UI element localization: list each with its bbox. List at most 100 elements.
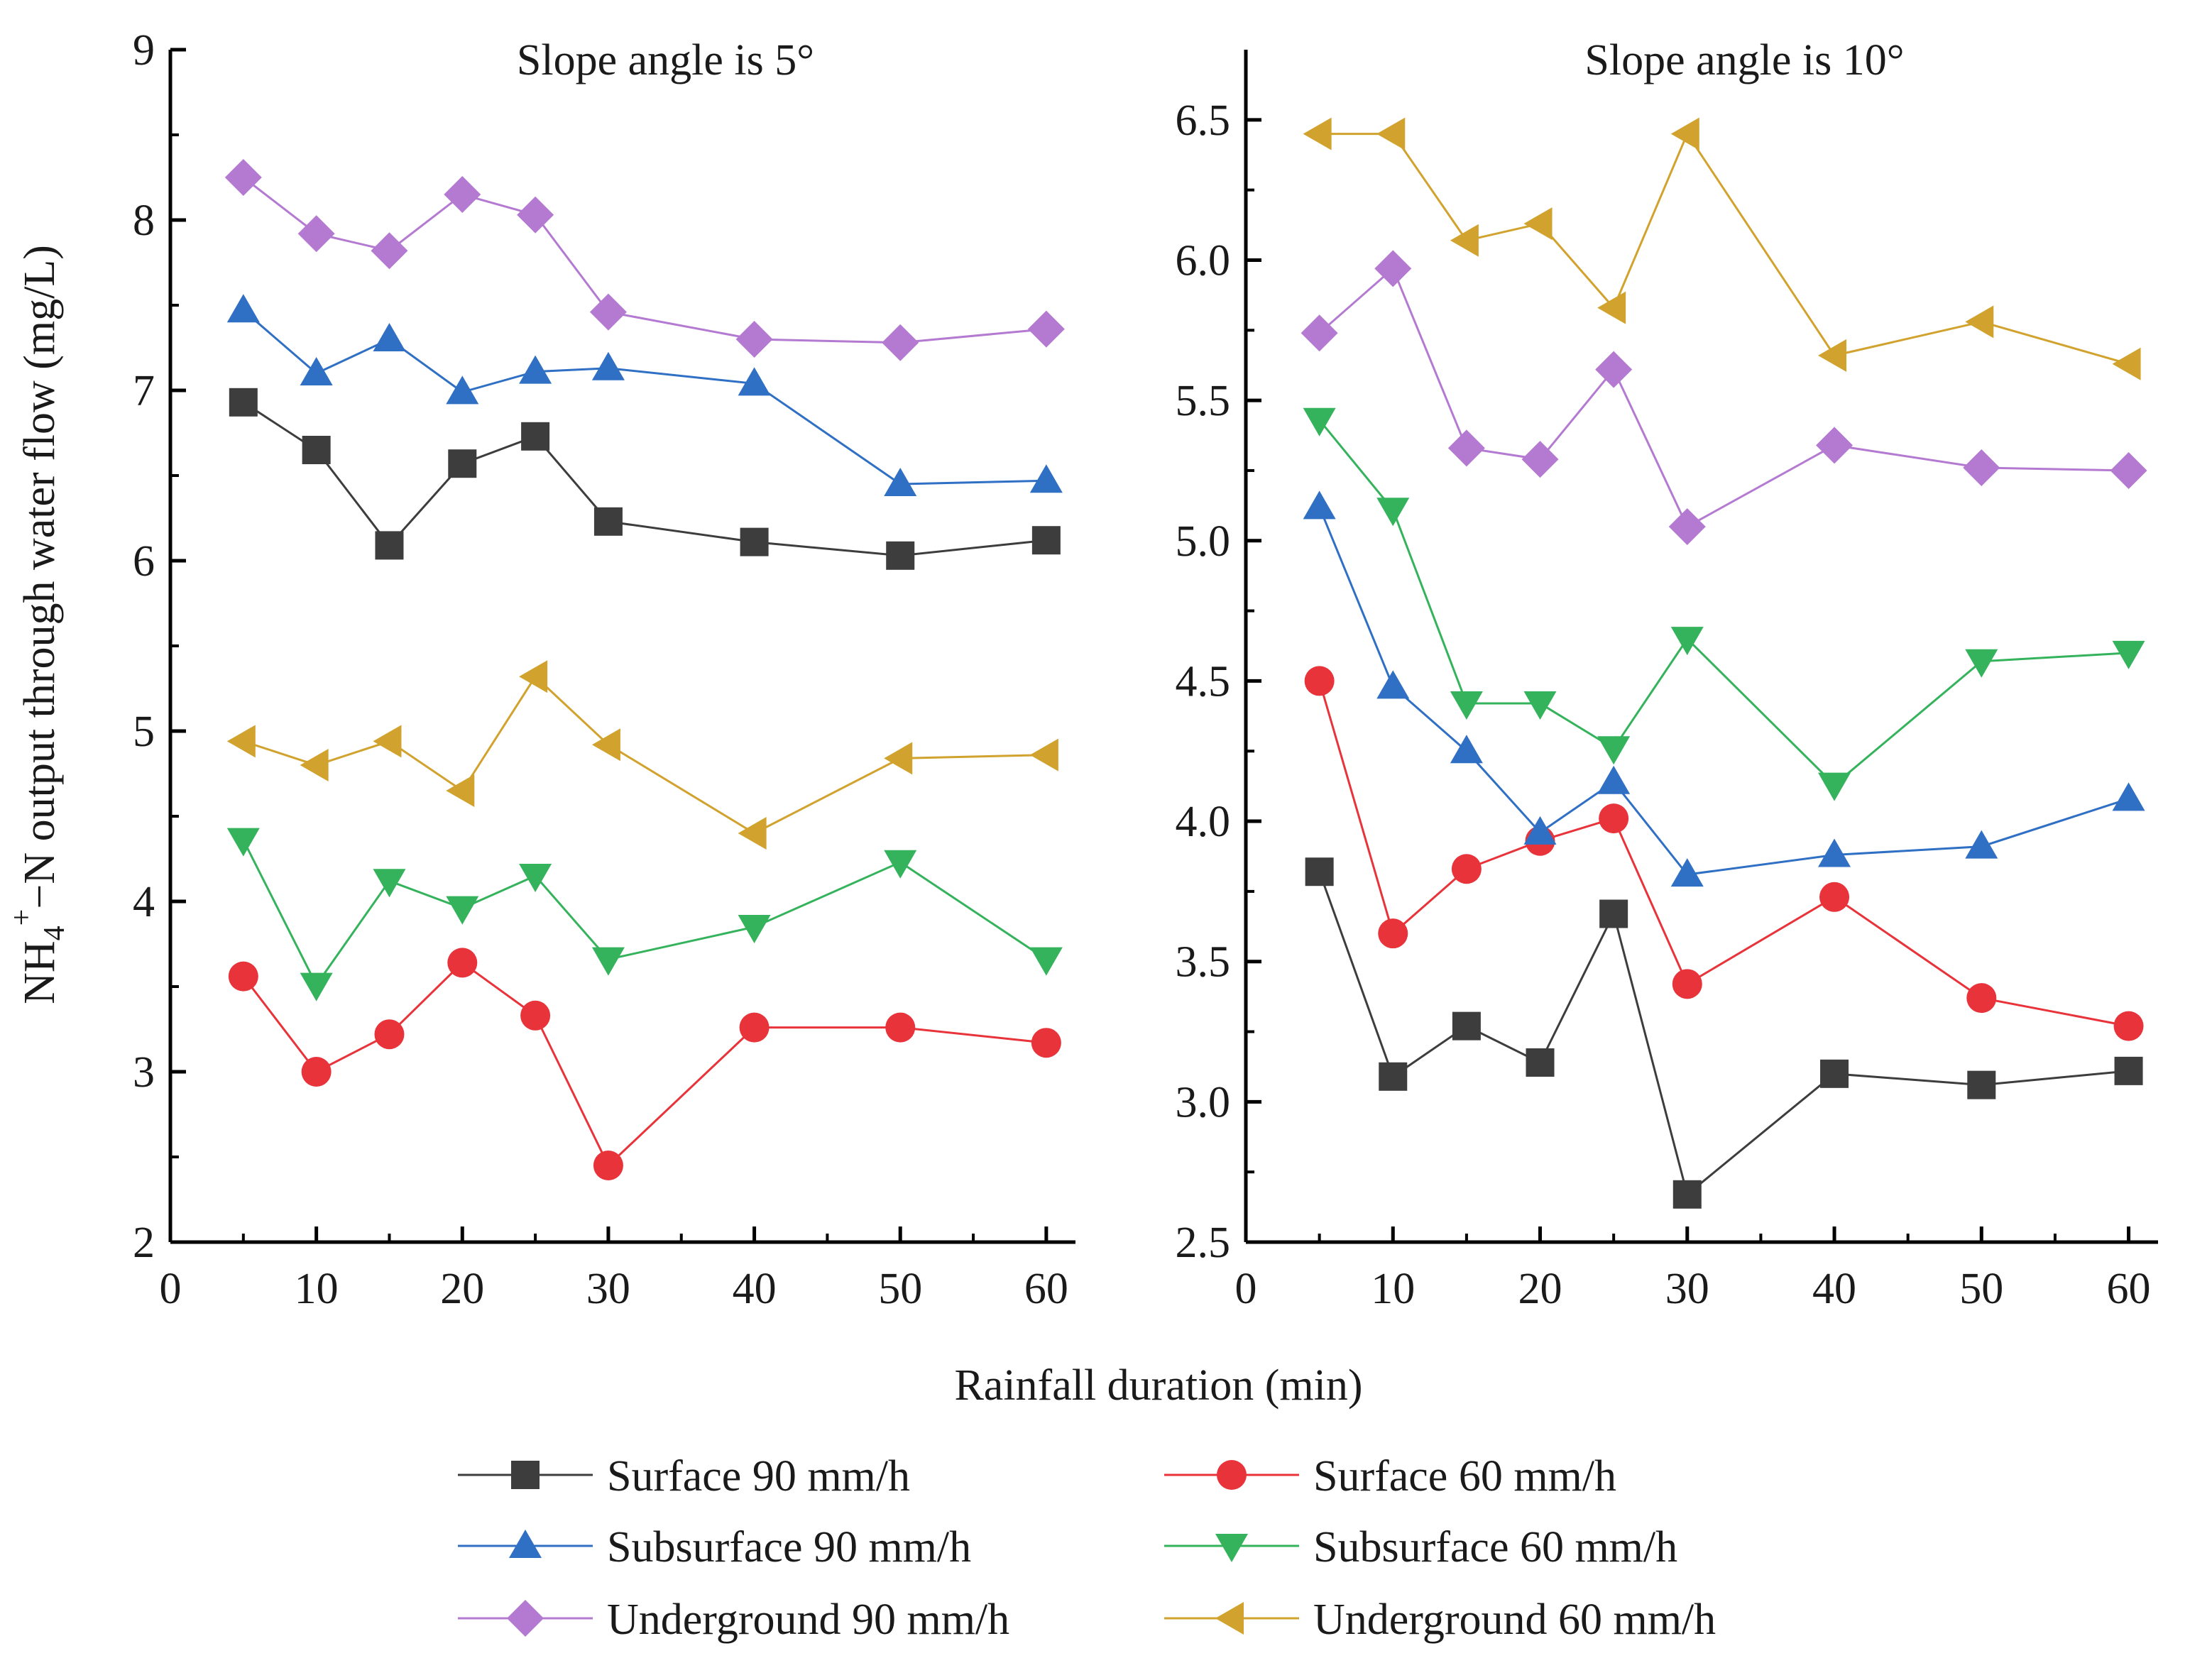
legend-label: Underground 60 mm/h <box>1313 1596 1716 1644</box>
x-tick-label: 60 <box>2107 1265 2151 1313</box>
data-point <box>224 159 262 196</box>
legend-item-surface-60-mm-h: Surface 60 mm/h <box>1164 1452 1616 1500</box>
data-point <box>1597 736 1631 765</box>
legend: Surface 90 mm/h Surface 60 mm/h Subsurface… <box>458 1452 1716 1644</box>
series-line <box>242 176 1047 344</box>
legend-label: Surface 60 mm/h <box>1313 1452 1616 1500</box>
series-line <box>243 674 1046 835</box>
chart-title: Slope angle is 10° <box>1584 36 1904 84</box>
x-tick-label: 40 <box>1812 1265 1856 1313</box>
y-tick-label: 5.0 <box>1176 517 1231 566</box>
legend-item-underground-60-mm-h: Underground 60 mm/h <box>1164 1596 1716 1644</box>
data-point <box>1965 830 1998 859</box>
legend-label: Surface 90 mm/h <box>607 1452 910 1500</box>
y-label-sup: + <box>6 909 38 926</box>
data-point <box>1031 526 1061 555</box>
data-point <box>591 728 620 762</box>
y-tick-label: 3 <box>133 1048 155 1097</box>
y-tick-label: 5.5 <box>1176 377 1231 425</box>
series-line <box>1318 871 2129 1197</box>
data-point <box>882 324 919 361</box>
x-tick-label: 20 <box>440 1265 484 1313</box>
legend-label: Subsurface 60 mm/h <box>1313 1523 1677 1571</box>
data-point <box>228 961 258 992</box>
legend-item-subsurface-60-mm-h: Subsurface 60 mm/h <box>1164 1523 1677 1571</box>
x-axis-label: Rainfall duration (min) <box>954 1361 1362 1410</box>
y-tick-label: 2 <box>133 1219 155 1267</box>
data-point <box>446 375 479 405</box>
data-point <box>591 947 625 976</box>
y-label-prefix: NH <box>16 940 64 1004</box>
series-subsurface-60-mm-h <box>1303 407 2145 801</box>
panel-slope-10: 2.5 3.0 3.5 4.0 4.5 5.0 5.5 6.0 6.5 0 10 20 30 40 50 60… <box>1176 36 2158 1313</box>
y-tick-label: 8 <box>133 197 155 245</box>
data-point <box>1303 490 1336 520</box>
y-tick-label: 4.0 <box>1176 798 1231 846</box>
data-point <box>1523 816 1557 845</box>
series-surface-90-mm-h <box>229 388 1061 570</box>
series-underground-60-mm-h <box>226 660 1058 850</box>
data-point <box>1029 738 1058 772</box>
data-point <box>1301 314 1338 352</box>
data-point <box>1451 854 1482 884</box>
data-point <box>1303 117 1332 150</box>
data-point <box>1029 947 1063 976</box>
data-point <box>1670 627 1704 656</box>
data-point <box>1670 858 1704 887</box>
legend-marker <box>511 1461 540 1489</box>
y-tick-label: 5 <box>133 708 155 756</box>
series-subsurface-90-mm-h <box>1303 490 2145 887</box>
data-point <box>739 1012 770 1043</box>
y-label-sub: 4 <box>38 926 71 940</box>
data-point <box>1818 339 1847 372</box>
y-axis-label: NH4+−N output through water flow (mg/L) <box>6 245 71 1004</box>
data-point <box>735 321 773 358</box>
data-point <box>1452 1011 1481 1041</box>
data-point <box>1818 772 1851 801</box>
data-point <box>1027 310 1065 348</box>
data-point <box>1304 666 1335 696</box>
legend-item-subsurface-90-mm-h: Subsurface 90 mm/h <box>458 1523 971 1571</box>
data-point <box>374 1019 405 1050</box>
data-point <box>740 527 769 556</box>
data-point <box>1450 224 1479 257</box>
data-point <box>2113 1011 2144 1041</box>
data-point <box>226 725 256 758</box>
series-line <box>1318 506 2130 876</box>
data-point <box>446 774 475 807</box>
y-tick-label: 4.5 <box>1176 657 1231 706</box>
data-point <box>738 367 771 396</box>
data-point <box>1819 882 1850 912</box>
data-point <box>2110 451 2147 489</box>
x-tick-label: 0 <box>160 1265 182 1313</box>
data-point <box>1597 291 1626 324</box>
data-point <box>375 531 404 560</box>
data-point <box>1450 691 1483 720</box>
data-point <box>229 388 258 417</box>
data-point <box>520 1000 551 1031</box>
data-point <box>517 196 554 234</box>
data-point <box>446 896 479 925</box>
data-point <box>1523 691 1557 720</box>
series-line <box>242 309 1046 485</box>
series-line <box>1318 680 2129 1028</box>
data-point <box>2112 640 2145 669</box>
x-tick-label: 30 <box>586 1265 630 1313</box>
data-point <box>1374 250 1412 287</box>
data-point <box>1378 918 1408 949</box>
data-point <box>1521 441 1559 478</box>
data-point <box>519 864 552 892</box>
x-tick-label: 50 <box>1959 1265 2003 1313</box>
series-surface-90-mm-h <box>1305 857 2143 1209</box>
y-tick-label: 4 <box>133 878 155 926</box>
series-line <box>1319 131 2129 366</box>
data-point <box>1595 351 1633 388</box>
data-point <box>1379 1062 1408 1091</box>
data-point <box>373 869 406 898</box>
series-subsurface-90-mm-h <box>226 294 1063 496</box>
data-point <box>1031 1028 1061 1058</box>
x-tick-label: 10 <box>295 1265 339 1313</box>
legend-marker <box>507 1600 544 1637</box>
data-point <box>738 915 771 943</box>
data-point <box>593 507 623 536</box>
